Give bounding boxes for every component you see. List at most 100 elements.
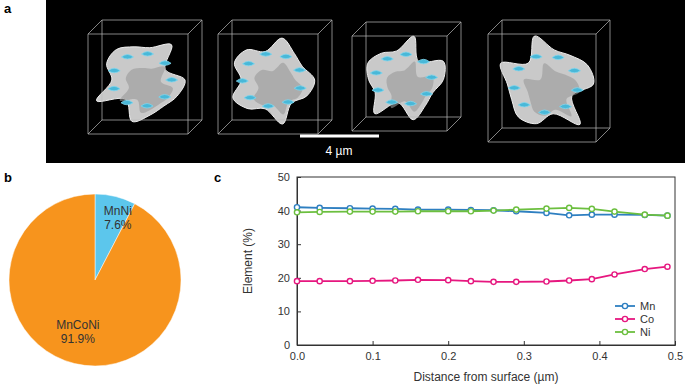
tick-label: 0.0 bbox=[290, 350, 305, 362]
phase-region bbox=[121, 100, 133, 105]
phase-region bbox=[260, 52, 272, 57]
marker bbox=[370, 278, 375, 283]
marker bbox=[347, 209, 352, 214]
cube-frame bbox=[352, 22, 461, 131]
legend-label: Ni bbox=[640, 326, 650, 338]
tick-label: 0.2 bbox=[441, 350, 456, 362]
phase-region bbox=[386, 100, 398, 105]
marker bbox=[491, 208, 496, 213]
phase-region bbox=[243, 61, 255, 66]
marker bbox=[612, 272, 617, 277]
marker bbox=[415, 277, 420, 282]
plot-marks bbox=[294, 205, 670, 285]
marker bbox=[415, 209, 420, 214]
image-background bbox=[46, 0, 685, 163]
slice-category: MnNi bbox=[104, 204, 132, 218]
tick-label: 40 bbox=[278, 205, 290, 217]
particle-shade bbox=[120, 66, 173, 113]
legend-marker bbox=[622, 316, 627, 321]
marker bbox=[491, 208, 496, 213]
phase-region bbox=[405, 101, 417, 106]
tick-label: 20 bbox=[278, 272, 290, 284]
legend: MnCoNi bbox=[615, 300, 655, 338]
scale-bar-label: 4 µm bbox=[326, 144, 353, 158]
tick: 10 bbox=[278, 305, 301, 317]
marker bbox=[612, 209, 617, 214]
tick-mark bbox=[599, 341, 600, 345]
marker bbox=[317, 209, 322, 214]
plot-frame bbox=[297, 177, 675, 345]
line-chart: 0.00.10.20.30.40.501020304050Distance fr… bbox=[241, 171, 683, 384]
particle bbox=[367, 36, 445, 120]
tick-label: 10 bbox=[278, 305, 290, 317]
marker bbox=[567, 278, 572, 283]
render-cube bbox=[352, 22, 461, 131]
particle bbox=[233, 38, 315, 124]
phase-region bbox=[294, 86, 306, 91]
tick-label: 50 bbox=[278, 171, 290, 183]
marker bbox=[514, 279, 519, 284]
legend-label: Mn bbox=[640, 300, 655, 312]
particle-shade bbox=[386, 61, 433, 111]
scale-bar bbox=[300, 135, 379, 138]
marker bbox=[589, 206, 594, 211]
figure: a4 µmbMnNi7.6%MnCoNi91.9%c0.00.10.20.30.… bbox=[0, 0, 685, 390]
phase-region bbox=[141, 104, 153, 109]
phase-region bbox=[513, 66, 525, 71]
phase-region bbox=[108, 68, 120, 73]
marker bbox=[393, 278, 398, 283]
image-panel: 4 µm bbox=[46, 0, 685, 163]
phase-region bbox=[236, 79, 248, 84]
phase-region bbox=[370, 71, 382, 76]
axis-line bbox=[298, 178, 302, 346]
phase-region bbox=[552, 55, 564, 60]
marker bbox=[491, 279, 496, 284]
render-cube bbox=[88, 20, 202, 134]
marker bbox=[567, 213, 572, 218]
render-cube bbox=[488, 20, 610, 142]
tick-label: 0.5 bbox=[668, 350, 683, 362]
marker bbox=[468, 279, 473, 284]
phase-region bbox=[568, 68, 580, 73]
marker bbox=[567, 205, 572, 210]
phase-region bbox=[142, 52, 154, 57]
marker bbox=[468, 209, 473, 214]
marker bbox=[317, 279, 322, 284]
render-cube bbox=[218, 20, 332, 134]
tick: 0.3 bbox=[517, 341, 532, 362]
panel-label: c bbox=[214, 170, 221, 185]
tick-mark bbox=[297, 244, 301, 245]
phase-region bbox=[400, 52, 412, 57]
phase-region bbox=[381, 56, 393, 61]
particle bbox=[96, 44, 185, 122]
phase-region bbox=[417, 59, 429, 64]
data-label: 91.9% bbox=[61, 332, 95, 346]
marker bbox=[446, 209, 451, 214]
phase-region bbox=[159, 95, 171, 100]
phase-region bbox=[560, 104, 572, 109]
tick-label: 0.1 bbox=[365, 350, 380, 362]
legend-item: Ni bbox=[615, 326, 650, 338]
phase-region bbox=[262, 104, 274, 109]
marker bbox=[294, 279, 299, 284]
phase-region bbox=[166, 78, 178, 83]
tick-label: 0 bbox=[284, 339, 290, 351]
particle bbox=[500, 36, 594, 125]
cube-frame bbox=[88, 20, 202, 134]
tick: 0.4 bbox=[592, 341, 607, 362]
series-line bbox=[297, 208, 667, 216]
legend-item: Co bbox=[615, 313, 654, 325]
phase-region bbox=[426, 75, 438, 80]
y-axis: 01020304050 bbox=[278, 171, 301, 351]
phase-region bbox=[530, 54, 542, 59]
marker bbox=[393, 209, 398, 214]
phase-region bbox=[108, 86, 120, 91]
marker bbox=[514, 207, 519, 212]
phase-region bbox=[421, 92, 433, 97]
tick-mark bbox=[373, 341, 374, 345]
legend-item: Mn bbox=[615, 300, 655, 312]
pie-slice bbox=[9, 194, 181, 366]
slice-category: MnCoNi bbox=[56, 318, 99, 332]
phase-region bbox=[539, 110, 551, 115]
panel-label: a bbox=[4, 1, 12, 16]
